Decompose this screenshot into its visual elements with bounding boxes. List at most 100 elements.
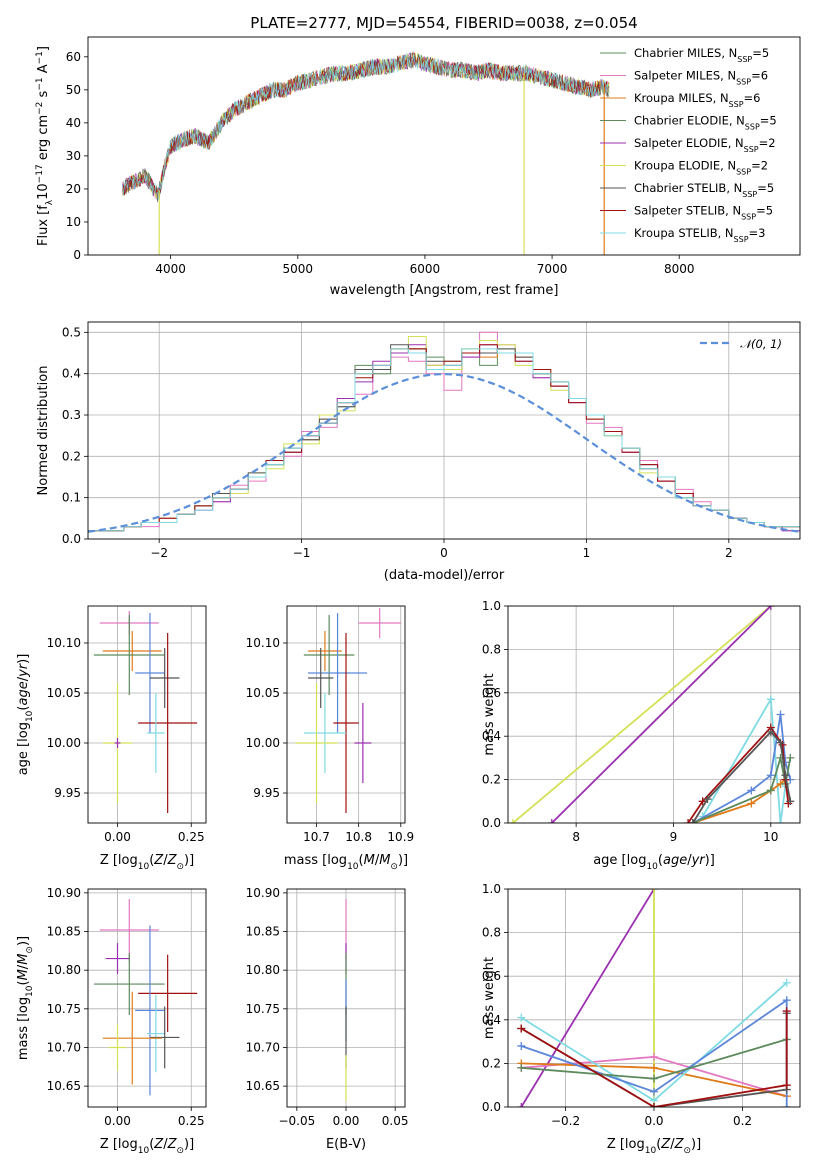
axes-frame <box>87 888 207 1108</box>
y-tick-label: 0.2 <box>482 1056 501 1070</box>
legend-entry: Kroupa ELODIE, NSSP=2 <box>634 159 768 177</box>
y-tick-label: 10.75 <box>47 1002 81 1016</box>
x-tick-label: 0.0 <box>644 1114 663 1128</box>
mass-vs-Z-plot-area <box>88 889 206 1107</box>
y-tick-label: 0 <box>73 248 81 262</box>
x-tick-label: 6000 <box>410 262 441 276</box>
weight-marker <box>684 819 693 823</box>
y-tick-label: 10.00 <box>246 736 280 750</box>
errorbar-point <box>303 615 355 695</box>
age-vs-mass-panel: 10.7 10.8 10.9 9.95 10.00 10.05 10.10 mass [log… <box>246 605 414 872</box>
weight-vs-age-plot-area <box>508 606 800 823</box>
axes-frame <box>87 605 207 824</box>
y-tick-label: 10.65 <box>246 1079 280 1093</box>
weight-line <box>551 606 772 823</box>
spectrum-series <box>122 50 610 198</box>
mass-vs-EBV-plot-area <box>287 889 405 1107</box>
age-vs-Z-plot-area <box>88 606 206 823</box>
weight-marker <box>782 1103 791 1107</box>
age-vs-Z-panel: 0.00 0.25 9.95 10.00 10.05 10.10 Z [log10(Z/Z⊙… <box>16 605 207 872</box>
weight-marker <box>766 786 775 795</box>
x-tick-label: 10.7 <box>303 830 330 844</box>
legend-entry: Chabrier ELODIE, NSSP=5 <box>634 114 777 132</box>
y-axis-label: Normed distribution <box>36 366 51 496</box>
axes-frame <box>507 605 801 824</box>
x-tick-label: 0.2 <box>733 1114 752 1128</box>
y-tick-label: 0.8 <box>482 642 501 656</box>
x-tick-label: 10.9 <box>387 830 414 844</box>
legend-entry: Kroupa STELIB, NSSP=3 <box>634 226 765 244</box>
y-tick-label: 0.5 <box>62 325 81 339</box>
x-tick-label: 5000 <box>283 262 314 276</box>
spectrum-plot-area <box>122 50 610 255</box>
errorbar-point <box>93 615 165 695</box>
errorbar-point <box>295 683 338 803</box>
y-tick-label: 1.0 <box>482 882 501 896</box>
weight-marker <box>782 1007 791 1016</box>
weight-line <box>512 606 772 823</box>
x-tick-label: −1 <box>293 546 311 560</box>
weight-marker <box>650 1063 658 1072</box>
x-tick-label: 2 <box>725 546 733 560</box>
weight-marker <box>766 606 775 610</box>
y-tick-label: 0.8 <box>482 926 501 940</box>
weight-marker <box>650 889 658 893</box>
weight-marker <box>747 799 756 808</box>
y-axis-label: Flux [fλ10−17 erg cm−2 s−1 A−1] <box>35 46 55 246</box>
x-tick-label: −2 <box>150 546 168 560</box>
weight-marker <box>517 1024 526 1033</box>
x-tick-label: 0.00 <box>333 1114 360 1128</box>
x-tick-label: 0 <box>440 546 448 560</box>
y-axis-label: mass [log10(M/M⊙)] <box>16 936 35 1060</box>
weight-vs-Z-panel: −0.2 0.0 0.2 0.0 0.2 0.4 0.6 0.8 1.0 Z [log10(Z/Z… <box>482 882 801 1156</box>
weight-marker <box>547 819 556 823</box>
errorbar-point <box>105 943 130 975</box>
x-axis-label: (data-model)/error <box>384 568 505 583</box>
normal-curve <box>88 372 800 533</box>
errorbar-point <box>108 1024 127 1071</box>
x-tick-label: 8 <box>572 830 580 844</box>
weight-marker <box>776 819 785 823</box>
x-axis-label: Z [log10(Z/Z⊙)] <box>100 1137 194 1156</box>
errorbar-point <box>135 613 165 733</box>
weight-marker <box>766 727 775 736</box>
residual-histogram-panel: −2 −1 0 1 2 0.0 0.1 0.2 0.3 0.4 0.5 𝒩(0, 1) (data-mo… <box>36 321 801 583</box>
weight-marker <box>781 771 790 780</box>
weight-marker <box>782 1081 791 1090</box>
x-tick-label: 0.00 <box>104 1114 131 1128</box>
axes-frame <box>286 888 406 1108</box>
y-tick-label: 30 <box>66 149 81 163</box>
weight-marker <box>517 1013 526 1022</box>
y-tick-label: 10.10 <box>246 636 280 650</box>
x-axis-label: wavelength [Angstrom, rest frame] <box>330 283 559 298</box>
x-tick-label: 10 <box>763 830 778 844</box>
weight-marker <box>517 1063 526 1072</box>
errorbar-point <box>149 648 180 708</box>
y-tick-label: 10.80 <box>47 963 81 977</box>
y-tick-label: 0.0 <box>482 1100 501 1114</box>
weight-series <box>517 1059 791 1101</box>
y-tick-label: 9.95 <box>253 786 280 800</box>
weight-marker <box>776 710 785 719</box>
errorbar-point <box>102 631 162 671</box>
errorbar-point <box>147 994 165 1073</box>
weight-marker <box>650 1052 658 1061</box>
weight-series <box>688 710 795 823</box>
errorbar-point <box>147 693 165 773</box>
y-tick-label: 0.3 <box>62 408 81 422</box>
weight-marker <box>650 1103 658 1107</box>
y-tick-label: 0.0 <box>482 816 501 830</box>
axes-frame <box>507 888 801 1108</box>
x-axis-label: Z [log10(Z/Z⊙)] <box>607 1137 701 1156</box>
legend-entry: Salpeter MILES, NSSP=6 <box>634 69 768 87</box>
weight-marker <box>786 753 795 762</box>
spectrum-panel: 4000 5000 6000 7000 8000 0 10 20 30 40 50 60 wavelen… <box>35 36 801 298</box>
x-tick-label: 0.25 <box>178 1114 205 1128</box>
y-tick-label: 0.4 <box>62 367 81 381</box>
weight-series <box>547 606 775 823</box>
y-tick-label: 10.10 <box>47 636 81 650</box>
legend: Chabrier MILES, NSSP=5 Salpeter MILES, NS… <box>600 46 777 244</box>
legend-entry: Kroupa MILES, NSSP=6 <box>634 91 760 109</box>
x-tick-label: 4000 <box>155 262 186 276</box>
